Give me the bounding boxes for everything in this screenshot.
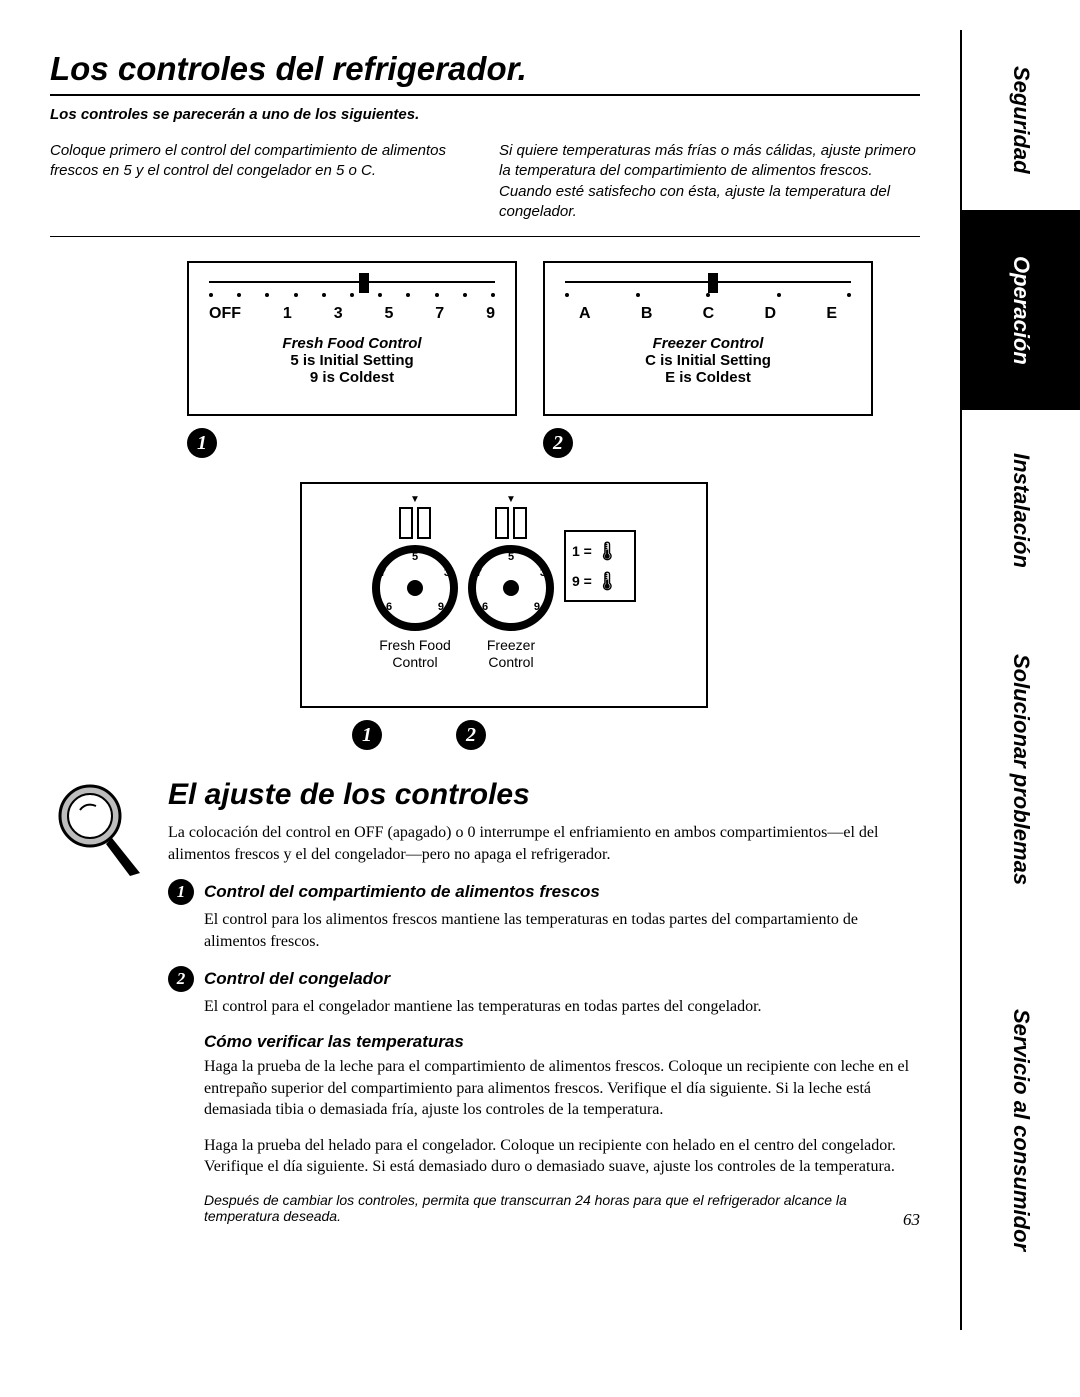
magnifier-icon xyxy=(50,778,150,1224)
slider-line1: C is Initial Setting xyxy=(545,352,871,369)
page-content: Los controles del refrigerador. Los cont… xyxy=(50,50,920,1224)
verify-p2: Haga la prueba del helado para el congel… xyxy=(204,1135,920,1178)
temperature-legend: 1 =🌡 9 =🌡 xyxy=(564,530,636,602)
freezer-dial[interactable]: 5 3 9 6 7 xyxy=(468,545,554,631)
page-number: 63 xyxy=(903,1210,920,1230)
intro-left: Coloque primero el control del compartim… xyxy=(50,141,471,222)
item-2-body: El control para el congelador mantiene l… xyxy=(204,996,920,1018)
marker-2: 2 xyxy=(168,966,194,992)
fresh-food-dial-col: ▼ 5 3 9 6 7 Fresh FoodControl xyxy=(372,494,458,671)
adjustment-section: El ajuste de los controles La colocación… xyxy=(50,778,920,1224)
tick-row xyxy=(209,293,495,297)
marker-2: 2 xyxy=(456,720,486,750)
dial-markers: 1 2 xyxy=(352,720,920,750)
intro-columns: Coloque primero el control del compartim… xyxy=(50,141,920,237)
marker-1: 1 xyxy=(352,720,382,750)
section-title: El ajuste de los controles xyxy=(168,778,920,812)
verify-heading: Cómo verificar las temperaturas xyxy=(204,1032,920,1052)
slider-line2: E is Coldest xyxy=(545,369,871,386)
verify-p1: Haga la prueba de la leche para el compa… xyxy=(204,1056,920,1121)
marker-1: 1 xyxy=(168,879,194,905)
intro-right: Si quiere temperaturas más frías o más c… xyxy=(499,141,920,222)
scale-labels: A B C D E xyxy=(565,305,851,323)
triangle-icon: ▼ xyxy=(372,494,458,505)
marker-1: 1 xyxy=(187,428,217,458)
thermometer-warm-icon: 🌡 xyxy=(596,541,619,562)
marker-2: 2 xyxy=(543,428,573,458)
section-intro: La colocación del control en OFF (apagad… xyxy=(168,822,920,865)
slider-knob[interactable] xyxy=(359,273,369,293)
vent-icon xyxy=(468,507,554,539)
thermometer-cold-icon: 🌡 xyxy=(596,571,619,592)
slider-title: Fresh Food Control xyxy=(189,335,515,352)
slider-controls-row: OFF 1 3 5 7 9 Fresh Food Control 5 is In… xyxy=(140,261,920,416)
tab-problemas[interactable]: Solucionar problemas xyxy=(960,610,1080,930)
fresh-food-dial[interactable]: 5 3 9 6 7 xyxy=(372,545,458,631)
slider-track xyxy=(209,281,495,283)
page-title: Los controles del refrigerador. xyxy=(50,50,920,96)
item-2-title: Control del congelador xyxy=(204,969,390,989)
fresh-food-slider-box: OFF 1 3 5 7 9 Fresh Food Control 5 is In… xyxy=(187,261,517,416)
subtitle: Los controles se parecerán a uno de los … xyxy=(50,106,920,123)
dial-controls-box: ▼ 5 3 9 6 7 Fresh FoodControl ▼ 5 xyxy=(300,482,708,708)
item-1-heading: 1 Control del compartimiento de alimento… xyxy=(168,879,920,905)
footnote: Después de cambiar los controles, permit… xyxy=(204,1192,920,1224)
dial-label: Fresh FoodControl xyxy=(372,637,458,671)
tab-operacion[interactable]: Operación xyxy=(960,210,1080,410)
item-1-title: Control del compartimiento de alimentos … xyxy=(204,882,600,902)
slider-line2: 9 is Coldest xyxy=(189,369,515,386)
tab-servicio[interactable]: Servicio al consumidor xyxy=(960,930,1080,1330)
tab-seguridad[interactable]: Seguridad xyxy=(960,30,1080,210)
tick-row xyxy=(565,293,851,297)
triangle-icon: ▼ xyxy=(468,494,554,505)
item-2-heading: 2 Control del congelador xyxy=(168,966,920,992)
side-tabs: Seguridad Operación Instalación Solucion… xyxy=(960,30,1080,1360)
freezer-dial-col: ▼ 5 3 9 6 7 FreezerControl xyxy=(468,494,554,671)
scale-labels: OFF 1 3 5 7 9 xyxy=(209,305,495,323)
freezer-slider-box: A B C D E Freezer Control C is Initial S… xyxy=(543,261,873,416)
tab-instalacion[interactable]: Instalación xyxy=(960,410,1080,610)
slider-title: Freezer Control xyxy=(545,335,871,352)
slider-knob[interactable] xyxy=(708,273,718,293)
vent-icon xyxy=(372,507,458,539)
slider-line1: 5 is Initial Setting xyxy=(189,352,515,369)
item-1-body: El control para los alimentos frescos ma… xyxy=(204,909,920,952)
dial-label: FreezerControl xyxy=(468,637,554,671)
slider-markers: 1 2 xyxy=(140,428,920,458)
